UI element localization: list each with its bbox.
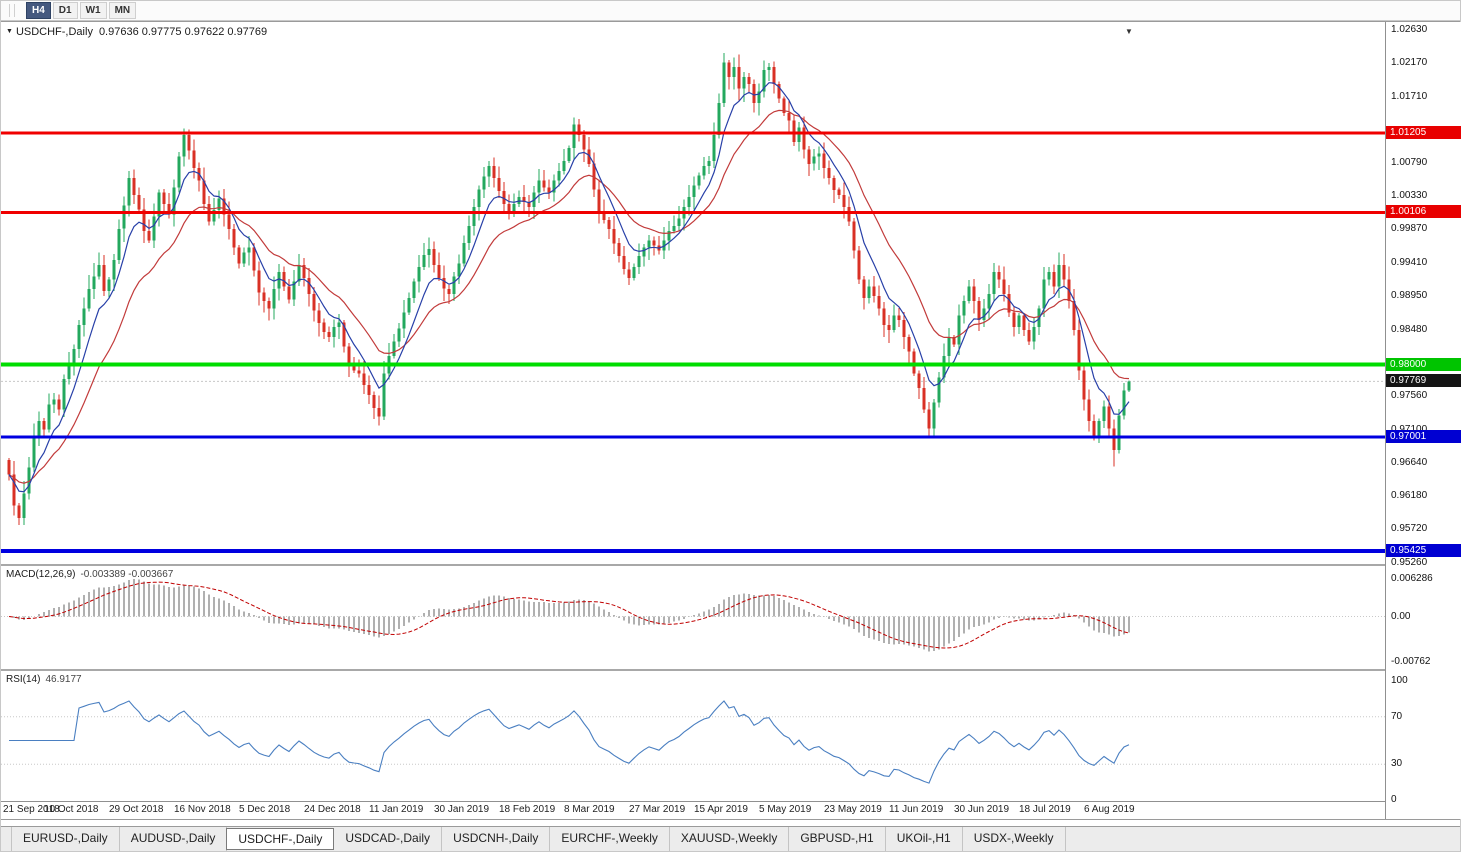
macd-name: MACD(12,26,9) <box>6 569 76 580</box>
price-axis-label: 1.00330 <box>1391 190 1428 201</box>
ma-slow-line <box>8 109 1130 484</box>
price-axis-label: 0.96180 <box>1391 490 1428 501</box>
chart-title: ▼ USDCHF-,Daily 0.97636 0.97775 0.97622 0.… <box>6 26 267 38</box>
time-axis-label: 18 Feb 2019 <box>499 804 556 815</box>
chart-window: 21 Sep 2018 10 Oct 2018 29 Oct 2018 16 Nov … <box>1 21 1461 820</box>
pane-separator[interactable] <box>1 564 1460 566</box>
chart-ohlc-values: 0.97636 0.97775 0.97622 0.97769 <box>98 26 268 38</box>
rsi-axis-label: 100 <box>1391 675 1408 686</box>
chart-tab-GBPUSD-H1[interactable]: GBPUSD-,H1 <box>789 827 886 851</box>
collapse-chart-icon[interactable]: ▼ <box>6 28 13 35</box>
macd-axis-label: -0.00762 <box>1391 656 1431 667</box>
symbol-tabbar: EURUSD-,Daily AUDUSD-,Daily USDCHF-,Daily U… <box>1 826 1460 851</box>
price-axis-label: 1.02630 <box>1391 24 1428 35</box>
chart-tab-USDCNH-Daily[interactable]: USDCNH-,Daily <box>442 827 551 851</box>
macd-signal-line <box>8 581 1130 649</box>
candles <box>7 53 1131 526</box>
price-axis-label: 0.99870 <box>1391 223 1428 234</box>
chart-shift-marker-icon[interactable]: ▼ <box>1125 27 1133 36</box>
rsi-indicator-pane[interactable] <box>1 671 1385 801</box>
macd-label: MACD(12,26,9) -0.003389 -0.003667 <box>6 569 173 580</box>
price-axis-label: 1.01710 <box>1391 91 1428 102</box>
chart-tab-EURCHF-Weekly[interactable]: EURCHF-,Weekly <box>550 827 670 851</box>
time-axis-label: 15 Apr 2019 <box>694 804 748 815</box>
time-axis-label: 11 Jan 2019 <box>369 804 424 815</box>
chart-tab-UKOil-H1[interactable]: UKOil-,H1 <box>886 827 963 851</box>
chart-tab-USDCHF-Daily[interactable]: USDCHF-,Daily <box>226 828 335 850</box>
price-badge-1.00106: 1.00106 <box>1386 205 1461 218</box>
time-axis-label: 11 Jun 2019 <box>889 804 944 815</box>
time-axis-label: 30 Jun 2019 <box>954 804 1010 815</box>
macd-histogram <box>13 579 1130 652</box>
timeframe-button-MN[interactable]: MN <box>108 2 137 19</box>
rsi-value: 46.9177 <box>45 674 82 685</box>
pane-separator[interactable] <box>1 669 1460 671</box>
price-chart-pane[interactable] <box>1 22 1385 564</box>
rsi-line <box>9 700 1130 784</box>
rsi-axis-label: 30 <box>1391 758 1403 769</box>
price-axis-label: 1.00790 <box>1391 157 1428 168</box>
price-axis-label: 0.96640 <box>1391 457 1428 468</box>
price-axis-label: 0.95720 <box>1391 523 1428 534</box>
rsi-label: RSI(14) 46.9177 <box>6 674 82 685</box>
rsi-name: RSI(14) <box>6 674 41 685</box>
chart-symbol-period: USDCHF-,Daily <box>15 26 93 38</box>
time-axis-label: 29 Oct 2018 <box>109 804 164 815</box>
time-axis-label: 23 May 2019 <box>824 804 882 815</box>
time-axis-label: 5 Dec 2018 <box>239 804 291 815</box>
time-axis-label: 5 May 2019 <box>759 804 812 815</box>
price-axis-label: 1.02170 <box>1391 57 1428 68</box>
time-axis-label: 30 Jan 2019 <box>434 804 490 815</box>
price-axis-label: 0.99410 <box>1391 257 1428 268</box>
price-axis-label: 0.98950 <box>1391 290 1428 301</box>
timeframe-button-D1[interactable]: D1 <box>52 2 78 19</box>
chart-tab-AUDUSD-Daily[interactable]: AUDUSD-,Daily <box>120 827 228 851</box>
toolbar-grip[interactable] <box>9 4 15 17</box>
price-badge-1.01205: 1.01205 <box>1386 126 1461 139</box>
time-axis-label: 24 Dec 2018 <box>304 804 361 815</box>
ma-fast-line <box>8 82 1130 493</box>
price-badge-0.97769: 0.97769 <box>1386 374 1461 387</box>
macd-axis-label: 0.006286 <box>1391 573 1433 584</box>
timeframe-button-H4[interactable]: H4 <box>26 2 51 19</box>
macd-indicator-pane[interactable] <box>1 566 1385 669</box>
time-axis-label: 6 Aug 2019 <box>1084 804 1135 815</box>
time-axis-label: 8 Mar 2019 <box>564 804 615 815</box>
price-badge-0.98000: 0.98000 <box>1386 358 1461 371</box>
macd-values: -0.003389 -0.003667 <box>80 569 174 580</box>
rsi-axis-label: 70 <box>1391 711 1403 722</box>
time-axis-label: 27 Mar 2019 <box>629 804 686 815</box>
rsi-axis-label: 0 <box>1391 794 1397 805</box>
time-axis-label: 18 Jul 2019 <box>1019 804 1071 815</box>
price-badge-0.95425: 0.95425 <box>1386 544 1461 557</box>
time-axis-label: 21 Sep 2018 <box>3 804 60 815</box>
price-axis-label: 0.97560 <box>1391 390 1428 401</box>
chart-tab-USDCAD-Daily[interactable]: USDCAD-,Daily <box>334 827 443 851</box>
price-axis-label: 0.97100 <box>1391 424 1427 435</box>
chart-tab-XAUUSD-Weekly[interactable]: XAUUSD-,Weekly <box>670 827 790 851</box>
price-axis[interactable]: 1.02630 1.02170 1.01710 1.00790 1.00330 0.998… <box>1385 22 1461 819</box>
time-axis-line <box>1 801 1460 802</box>
time-axis-label: 16 Nov 2018 <box>174 804 231 815</box>
timeframe-toolbar: H4 D1 W1 MN <box>1 1 1460 21</box>
time-axis-label: 10 Oct 2018 <box>44 804 99 815</box>
chart-tab-USDX-Weekly[interactable]: USDX-,Weekly <box>963 827 1066 851</box>
time-axis[interactable]: 21 Sep 2018 10 Oct 2018 29 Oct 2018 16 Nov … <box>1 802 1385 819</box>
chart-tab-EURUSD-Daily[interactable]: EURUSD-,Daily <box>11 827 120 851</box>
macd-axis-label: 0.00 <box>1391 611 1411 622</box>
price-axis-label: 0.98480 <box>1391 324 1428 335</box>
timeframe-button-W1[interactable]: W1 <box>79 2 107 19</box>
price-axis-label: 0.95260 <box>1391 557 1428 568</box>
price-badge-0.97001: 0.97001 <box>1386 430 1461 443</box>
